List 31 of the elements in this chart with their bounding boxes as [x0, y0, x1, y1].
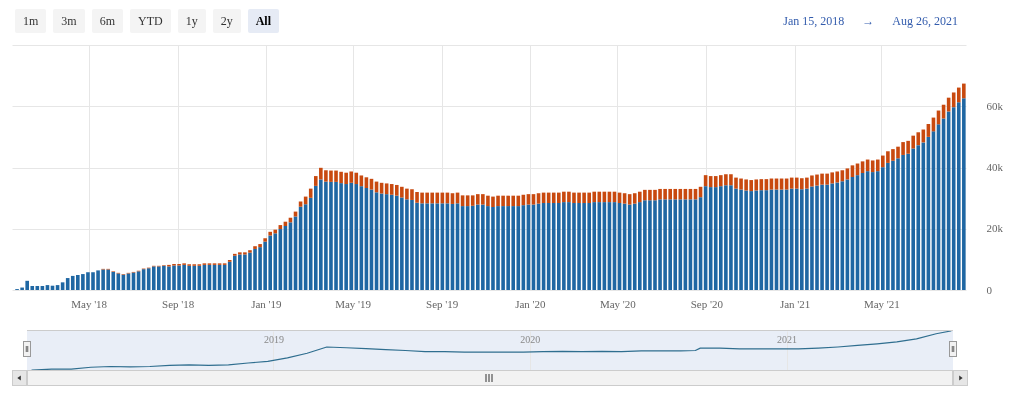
- x-tick-label: May '19: [335, 297, 372, 310]
- text: 1y: [177, 9, 206, 33]
- x-tick-label: Sep '20: [690, 297, 724, 310]
- x-tick-label: 2019: [263, 333, 284, 345]
- text: →: [862, 14, 875, 29]
- text: 3m: [53, 9, 85, 33]
- y-tick-label: 40k: [986, 161, 1004, 173]
- x-tick-label: May '20: [599, 297, 637, 310]
- x-tick-label: 2021: [777, 333, 798, 345]
- y-tick-label: 20k: [986, 222, 1004, 235]
- x-tick-label: Jan '21: [779, 297, 811, 310]
- x-tick-label: 2020: [520, 333, 541, 345]
- text: All: [247, 9, 280, 33]
- text: Jan 15, 2018: [783, 14, 845, 29]
- bar: [268, 231, 273, 236]
- bar: [263, 238, 267, 242]
- x-tick-label: Jan '19: [251, 297, 283, 310]
- bar: [298, 201, 303, 207]
- x-tick-label: May '21: [863, 297, 900, 310]
- text: 6m: [91, 9, 124, 33]
- text: 1m: [15, 9, 47, 33]
- y-tick-label: 60k: [986, 99, 1004, 112]
- x-tick-label: Sep '18: [162, 297, 195, 310]
- text: 2y: [212, 9, 241, 33]
- y-tick-label: 0: [986, 283, 993, 296]
- x-tick-label: May '18: [71, 297, 108, 310]
- bar: [308, 188, 313, 198]
- text: Aug 26, 2021: [892, 14, 958, 29]
- x-tick-label: Jan '20: [515, 297, 547, 310]
- text: YTD: [130, 9, 171, 33]
- x-tick-label: Sep '19: [426, 297, 459, 310]
